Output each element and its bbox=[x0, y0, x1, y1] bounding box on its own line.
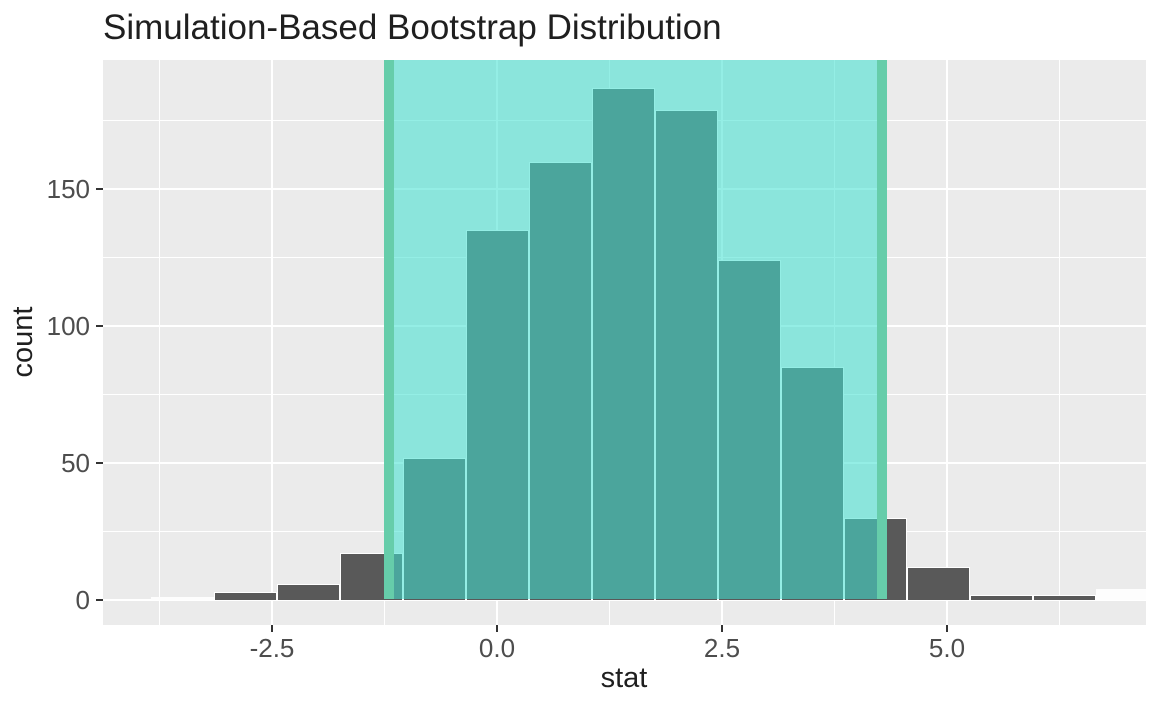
gridline-minor-vertical bbox=[159, 60, 160, 625]
x-tick-label: 0.0 bbox=[478, 633, 516, 663]
ci-shading bbox=[389, 60, 883, 599]
y-tick-label: 150 bbox=[46, 174, 90, 204]
x-tick-label: 2.5 bbox=[703, 633, 741, 663]
y-tick-mark bbox=[96, 462, 103, 464]
y-tick-mark bbox=[96, 188, 103, 190]
ci-line-upper bbox=[877, 60, 888, 599]
plot-panel bbox=[103, 60, 1146, 625]
histogram-bar bbox=[276, 583, 340, 600]
x-tick-label: -2.5 bbox=[249, 633, 295, 663]
histogram-bar bbox=[150, 597, 214, 600]
histogram-bar bbox=[213, 591, 277, 600]
histogram-bar bbox=[1032, 594, 1096, 600]
gridline-minor-vertical bbox=[1059, 60, 1060, 625]
y-tick-label: 50 bbox=[61, 448, 90, 478]
x-axis-title: stat bbox=[600, 662, 648, 694]
y-tick-label: 100 bbox=[46, 311, 90, 341]
x-tick-mark bbox=[496, 625, 498, 632]
histogram-bar bbox=[969, 594, 1033, 600]
chart-title: Simulation-Based Bootstrap Distribution bbox=[103, 8, 722, 47]
y-tick-mark bbox=[96, 325, 103, 327]
x-tick-mark bbox=[721, 625, 723, 632]
gridline-major-vertical bbox=[271, 60, 273, 625]
histogram-bar bbox=[906, 567, 970, 600]
y-tick-label: 0 bbox=[75, 585, 90, 615]
x-tick-label: 5.0 bbox=[928, 633, 966, 663]
gridline-major-horizontal bbox=[103, 599, 1146, 601]
gridline-major-vertical bbox=[946, 60, 948, 625]
histogram-bar bbox=[1095, 589, 1146, 600]
x-tick-mark bbox=[946, 625, 948, 632]
y-axis-title: count bbox=[7, 306, 39, 378]
x-tick-mark bbox=[271, 625, 273, 632]
y-tick-mark bbox=[96, 599, 103, 601]
ci-line-lower bbox=[384, 60, 394, 599]
